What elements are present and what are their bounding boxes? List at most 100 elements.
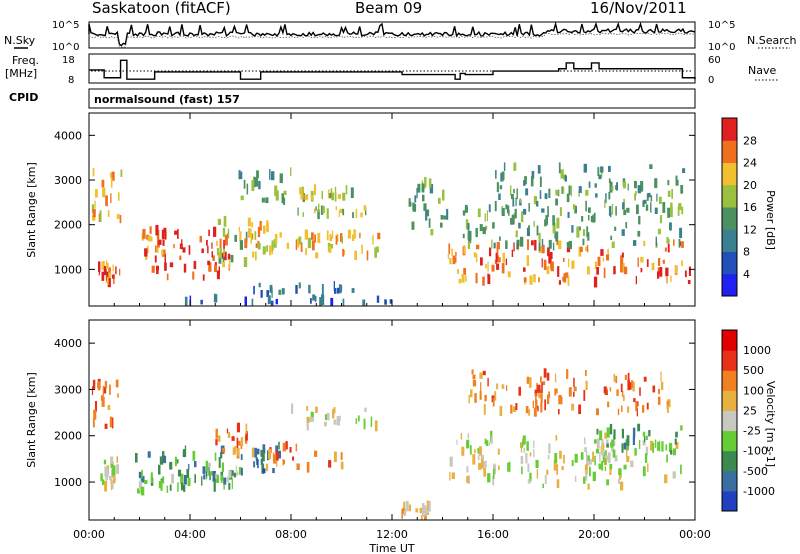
heatmap-cell [552, 215, 555, 226]
heatmap-cell [324, 421, 327, 427]
heatmap-cell [295, 285, 298, 294]
heatmap-cell [634, 180, 637, 189]
heatmap-cell [601, 172, 603, 178]
heatmap-cell [687, 280, 691, 285]
heatmap-cell [583, 389, 586, 401]
heatmap-cell [101, 261, 104, 270]
heatmap-cell [227, 253, 231, 260]
heatmap-cell [678, 239, 681, 248]
heatmap-cell [675, 431, 678, 438]
heatmap-cell [554, 453, 558, 464]
heatmap-cell [666, 454, 668, 463]
heatmap-cell [681, 241, 684, 248]
power-colorbar: 4 8 12 16 20 24 28 [721, 117, 757, 297]
heatmap-cell [460, 433, 463, 440]
colorbar-swatch [722, 251, 737, 275]
heatmap-cell [637, 185, 641, 194]
heatmap-cell [568, 387, 572, 397]
heatmap-cell [623, 442, 627, 450]
heatmap-cell [523, 267, 526, 272]
heatmap-cell [216, 270, 220, 280]
heatmap-cell [238, 226, 240, 232]
heatmap-cell [679, 227, 683, 239]
heatmap-cell [363, 418, 366, 430]
heatmap-cell [275, 298, 278, 305]
heatmap-cell [224, 234, 228, 246]
heatmap-cell [447, 253, 450, 259]
heatmap-cell [275, 190, 279, 201]
heatmap-cell [644, 453, 648, 463]
heatmap-cell [507, 271, 511, 278]
heatmap-cell [566, 369, 569, 379]
heatmap-cell [322, 206, 325, 214]
heatmap-cell [558, 162, 561, 174]
heatmap-cell [477, 448, 480, 454]
heatmap-cell [556, 217, 560, 229]
heatmap-cell [135, 453, 138, 463]
heatmap-cell [583, 437, 586, 445]
heatmap-cell [596, 267, 599, 275]
heatmap-cell [239, 171, 243, 180]
heatmap-cell [174, 456, 177, 467]
heatmap-cell [315, 206, 317, 211]
heatmap-cell [119, 215, 122, 224]
heatmap-cell [476, 253, 478, 263]
heatmap-cell [354, 250, 357, 260]
heatmap-cell [268, 449, 272, 460]
heatmap-cell [475, 272, 478, 284]
heatmap-cell [216, 247, 219, 256]
heatmap-cell [571, 403, 574, 411]
heatmap-cell [604, 466, 607, 471]
heatmap-cell [222, 256, 225, 266]
heatmap-cell [115, 379, 119, 388]
heatmap-cell [471, 369, 474, 375]
heatmap-cell [680, 185, 684, 194]
heatmap-cell [532, 400, 534, 408]
heatmap-cell [625, 222, 628, 229]
heatmap-cell [104, 380, 108, 389]
y-tick-label: 2000 [54, 430, 82, 443]
heatmap-cell [518, 386, 521, 396]
heatmap-cell [297, 207, 299, 216]
heatmap-cell [487, 261, 489, 272]
heatmap-cell [667, 399, 671, 408]
heatmap-cell [613, 429, 616, 440]
heatmap-cell [112, 264, 114, 272]
heatmap-cell [580, 452, 584, 460]
heatmap-cell [251, 222, 254, 228]
heatmap-cell [595, 448, 600, 454]
heatmap-cell [627, 183, 629, 191]
heatmap-cell [505, 258, 508, 266]
heatmap-cell [425, 210, 428, 221]
heatmap-cell [213, 480, 216, 492]
heatmap-cell [670, 202, 673, 211]
heatmap-cell [108, 267, 111, 278]
heatmap-cell [620, 383, 623, 393]
heatmap-cell [440, 215, 444, 220]
heatmap-cell [563, 273, 567, 283]
heatmap-cell [335, 206, 337, 211]
heatmap-cell [219, 248, 222, 258]
heatmap-cell [538, 232, 541, 243]
heatmap-cell [472, 454, 476, 465]
heatmap-cell [457, 269, 459, 274]
heatmap-cell [298, 236, 302, 245]
heatmap-cell [604, 455, 608, 461]
heatmap-cell [482, 227, 486, 235]
heatmap-cell [609, 468, 612, 475]
heatmap-cell [162, 451, 165, 461]
heatmap-cell [512, 197, 515, 207]
heatmap-cell [578, 186, 582, 193]
heatmap-cell [640, 268, 643, 273]
heatmap-cell [621, 391, 624, 397]
heatmap-cell [609, 387, 612, 392]
heatmap-cell [659, 267, 663, 277]
heatmap-cell [563, 455, 565, 464]
heatmap-cell [207, 462, 211, 468]
heatmap-cell [667, 190, 671, 197]
heatmap-cell [424, 515, 427, 520]
date-title: 16/Nov/2011 [590, 0, 687, 17]
colorbar-tick-label: 12 [743, 223, 757, 236]
heatmap-cell [559, 207, 562, 217]
freq-right-tick-top: 60 [708, 55, 721, 66]
